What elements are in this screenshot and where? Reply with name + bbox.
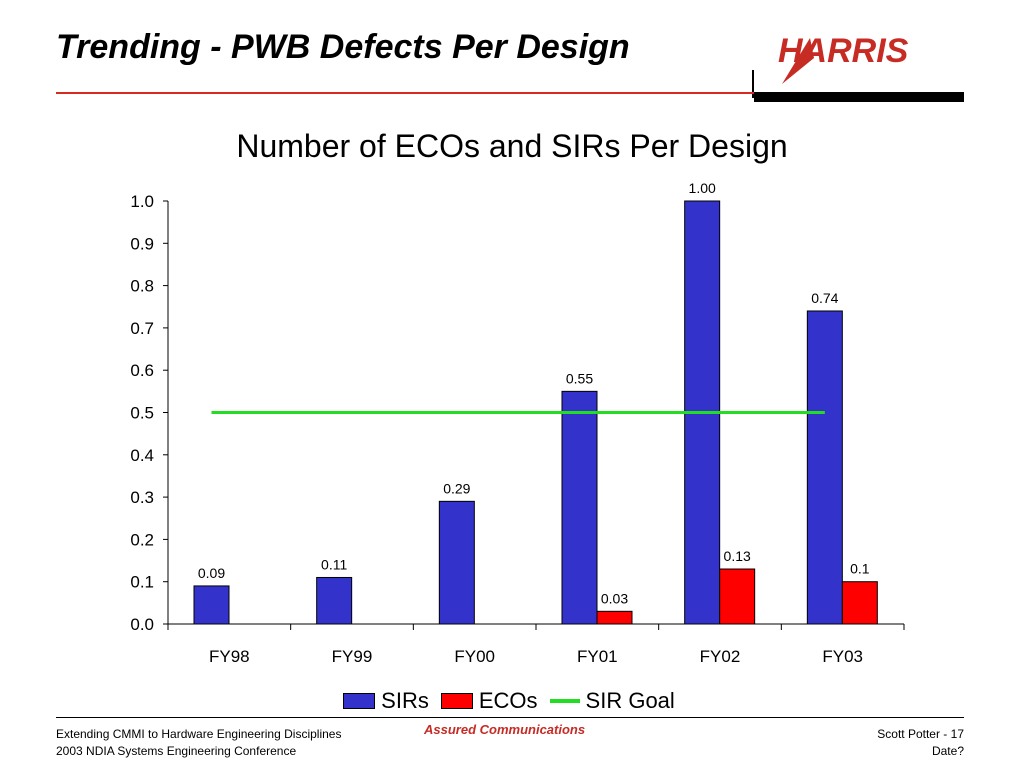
bar-ecos-fy02 [719,568,756,625]
bar-sirs-fy00 [438,500,475,625]
bar-sirs-fy99 [316,576,353,625]
legend-label-goal: SIR Goal [585,688,675,713]
y-tick-label: 0.3 [130,488,154,507]
y-tick-label: 0.9 [130,234,154,253]
y-tick-label: 1.0 [130,192,154,211]
data-label: 0.74 [811,290,838,306]
data-label: 0.09 [198,565,225,581]
data-label: 0.13 [724,548,751,564]
footer-left: Extending CMMI to Hardware Engineering D… [56,726,341,760]
footer-conference-name: 2003 NDIA Systems Engineering Conference [56,744,297,758]
legend-swatch-goal [549,699,580,703]
legend-swatch-ecos [440,693,473,709]
data-label: 0.29 [443,480,470,496]
footer-right: Scott Potter - 17 Date? [877,726,964,760]
y-tick-label: 0.2 [130,530,154,549]
footer-tagline: Assured Communications [424,722,586,737]
y-tick-label: 0.0 [130,615,154,634]
bar-sirs-fy03 [806,310,843,625]
header-tick [752,70,754,98]
footer-rule [56,717,964,718]
legend-label-ecos: ECOs [478,688,538,713]
header-rule-black [754,92,964,102]
data-label: 1.00 [689,180,716,196]
footer-conference-title: Extending CMMI to Hardware Engineering D… [56,727,342,741]
footer-author-page: Scott Potter - 17 [877,727,964,741]
chart-legend: SIRs ECOs SIR Goal [0,688,1024,714]
data-label: 0.55 [566,370,593,386]
x-tick-label: FY03 [822,647,863,666]
bar-ecos-fy01 [596,610,633,625]
y-tick-label: 0.1 [130,573,154,592]
y-tick-label: 0.5 [130,404,154,423]
legend-item-ecos: ECOs [440,688,538,714]
legend-item-goal: SIR Goal [549,688,675,714]
legend-item-sirs: SIRs [343,688,429,714]
bar-ecos-fy03 [841,581,878,625]
y-tick-label: 0.7 [130,319,154,338]
y-tick-label: 0.6 [130,361,154,380]
data-label: 0.03 [601,590,628,606]
harris-logo: HARRIS [770,30,960,88]
y-tick-label: 0.4 [130,446,154,465]
legend-swatch-sirs [343,693,376,709]
x-tick-label: FY00 [454,647,495,666]
slide-title: Trending - PWB Defects Per Design [56,28,630,66]
x-tick-label: FY99 [332,647,373,666]
chart-title: Number of ECOs and SIRs Per Design [236,128,788,164]
data-label: 0.11 [321,556,347,572]
legend-label-sirs: SIRs [381,688,429,713]
x-tick-label: FY98 [209,647,250,666]
footer-date: Date? [931,744,964,758]
logo-swoosh-icon [782,38,814,84]
y-tick-label: 0.8 [130,277,154,296]
header-rule-red [56,92,754,94]
x-tick-label: FY01 [577,647,618,666]
logo-text: HARRIS [778,32,909,70]
bar-sirs-fy98 [193,585,230,625]
bar-sirs-fy01 [561,390,598,625]
data-label: 0.1 [850,561,870,577]
x-tick-label: FY02 [700,647,741,666]
